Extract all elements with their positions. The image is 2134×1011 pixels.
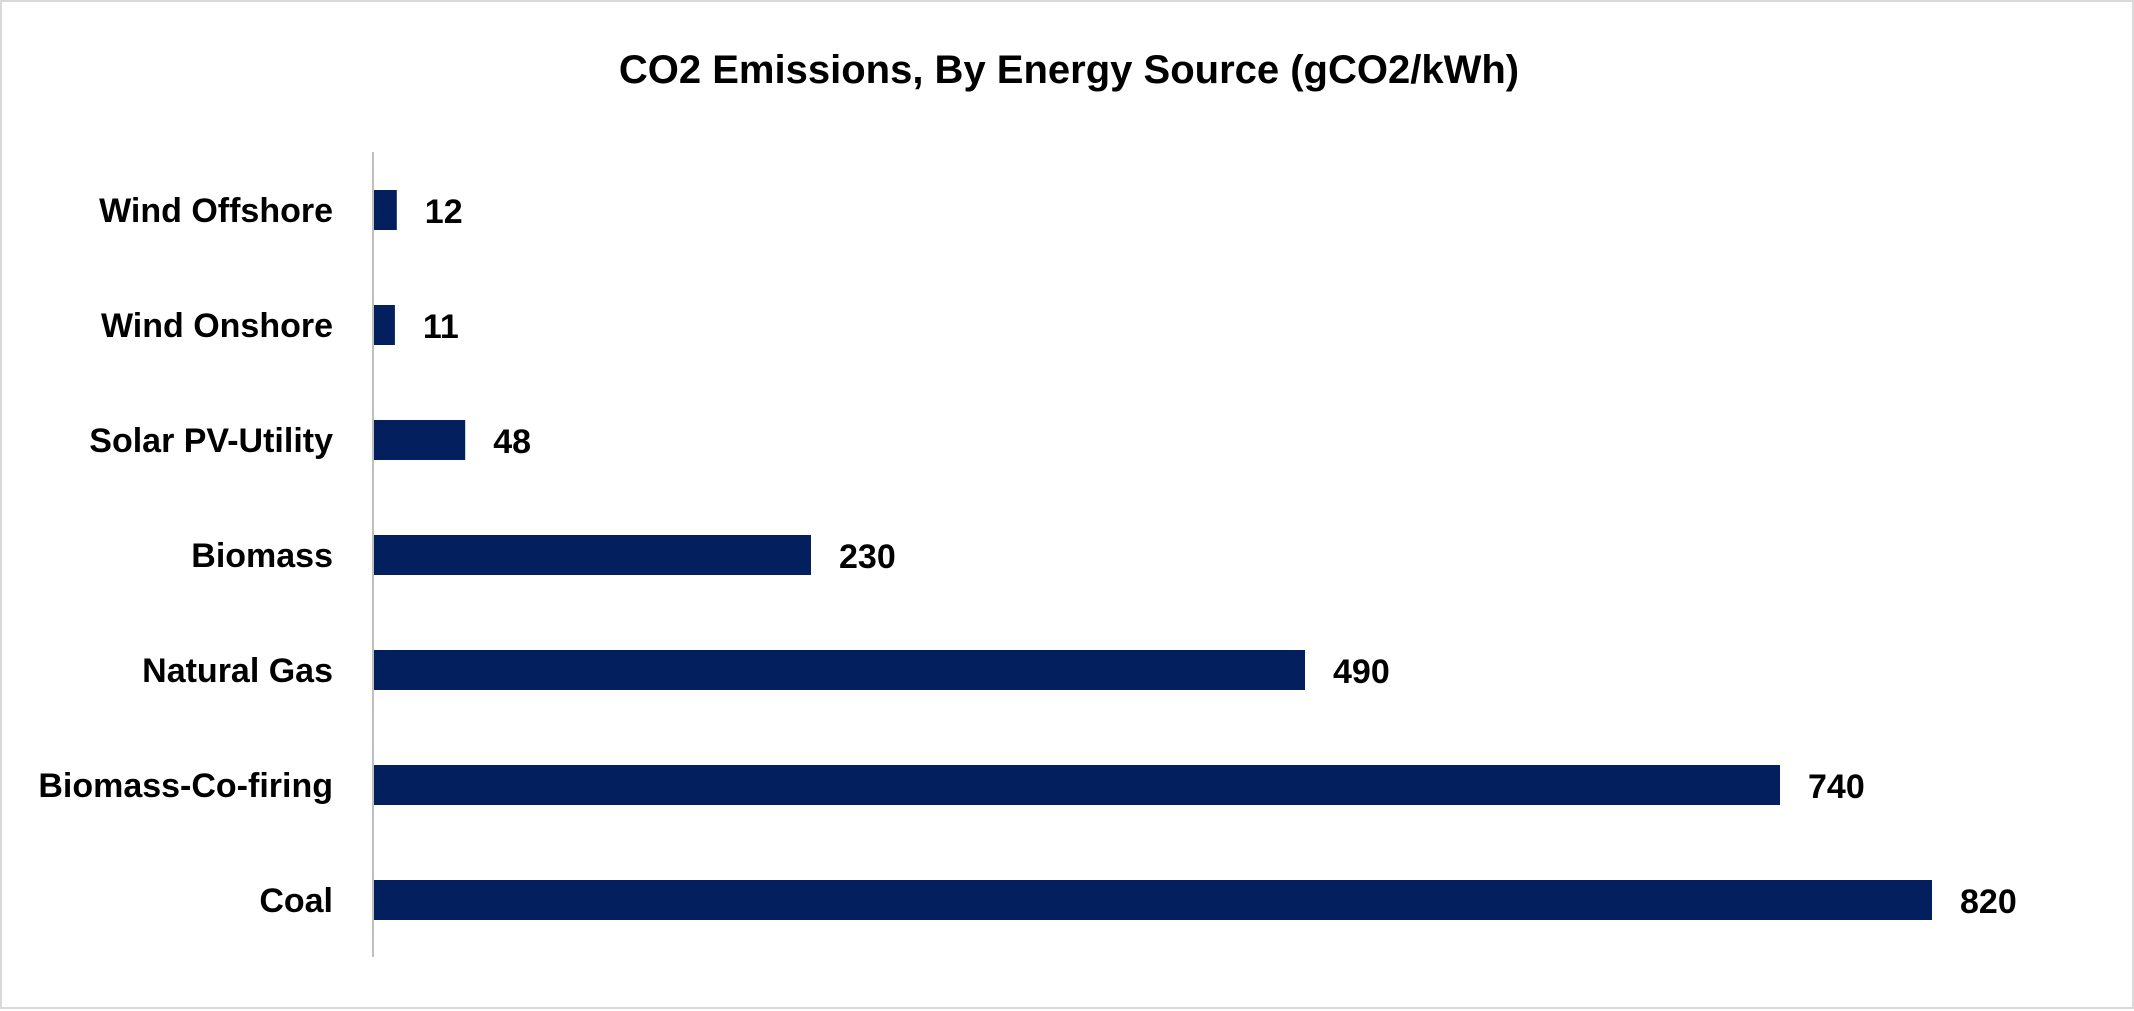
category-label-biomass-co-firing: Biomass-Co-firing <box>38 767 333 805</box>
value-label-coal: 820 <box>1960 883 2017 921</box>
value-label-biomass-co-firing: 740 <box>1808 768 1865 806</box>
bar-biomass <box>374 535 811 575</box>
bars-group <box>374 190 1932 920</box>
value-label-wind-onshore: 11 <box>423 308 459 346</box>
category-label-solar-pv-utility: Solar PV-Utility <box>89 422 333 460</box>
bar-solar-pv-utility <box>374 420 466 460</box>
chart-title: CO2 Emissions, By Energy Source (gCO2/kW… <box>619 48 1519 92</box>
value-label-wind-offshore: 12 <box>425 193 463 231</box>
category-label-biomass: Biomass <box>191 537 333 575</box>
bar-wind-onshore <box>374 305 395 345</box>
category-labels-group: Wind Offshore Wind Onshore Solar PV-Utilit… <box>38 192 333 920</box>
value-label-biomass: 230 <box>839 538 896 576</box>
category-label-wind-offshore: Wind Offshore <box>99 192 333 230</box>
value-labels-group: 12 11 48 230 490 740 820 <box>423 193 2017 921</box>
bar-biomass-co-firing <box>374 765 1780 805</box>
value-label-natural-gas: 490 <box>1333 653 1390 691</box>
bar-coal <box>374 880 1932 920</box>
category-label-wind-onshore: Wind Onshore <box>101 307 333 345</box>
bar-wind-offshore <box>374 190 397 230</box>
category-label-natural-gas: Natural Gas <box>142 652 333 690</box>
bar-natural-gas <box>374 650 1305 690</box>
category-label-coal: Coal <box>259 882 333 920</box>
value-label-solar-pv-utility: 48 <box>493 423 531 461</box>
